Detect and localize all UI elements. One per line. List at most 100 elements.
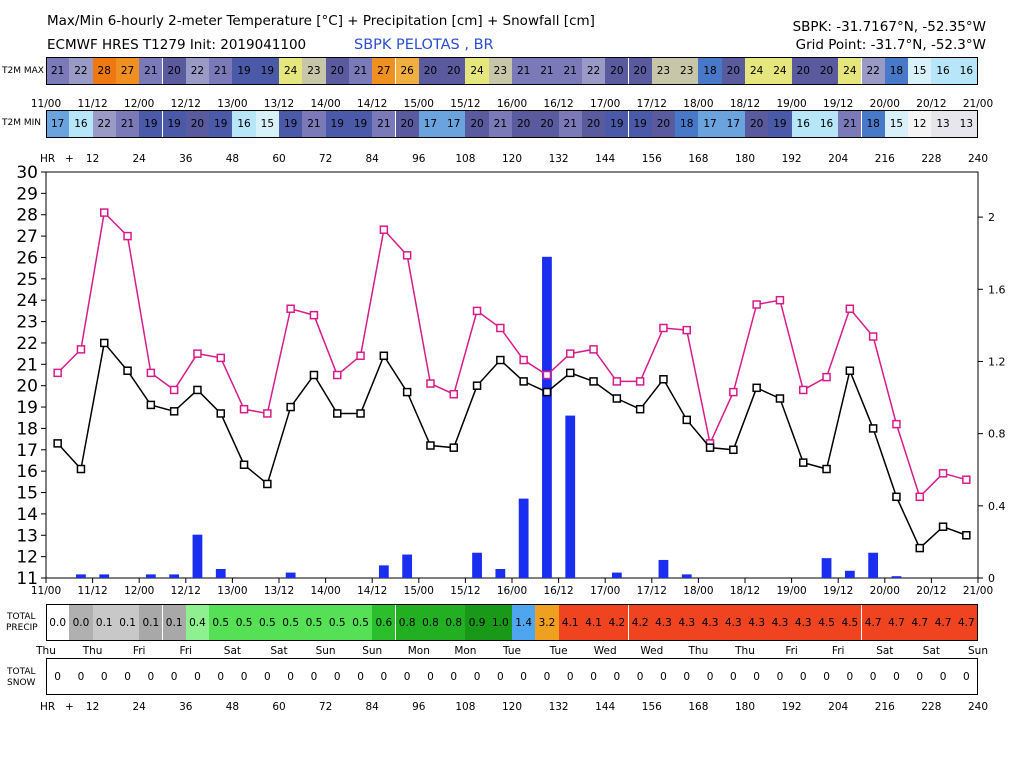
max-temp-point: [216, 353, 225, 363]
time-tick: 16/12: [543, 98, 574, 110]
max-temp-point: [659, 323, 668, 333]
t2m-max-cell: 22: [69, 58, 93, 84]
precip-bar: [378, 565, 389, 578]
precip-bar: [145, 574, 156, 578]
t2m-min-cell: 16: [69, 111, 93, 137]
t2m-max-cell: 27: [372, 58, 396, 84]
x-tick-label: 13/12: [264, 585, 294, 597]
hr-tick: 204: [828, 153, 849, 165]
x-tick-label: 19/00: [776, 585, 806, 597]
x-tick-label: 11/12: [77, 585, 107, 597]
hr-tick: 168: [688, 153, 709, 165]
total-snow-cell: 0: [869, 670, 877, 683]
min-temp-point: [472, 381, 482, 390]
min-temp-point: [612, 394, 622, 403]
x-tick-label: 20/12: [916, 585, 946, 597]
t2m-max-cell: 24: [465, 58, 489, 84]
x-tick-label: 14/12: [357, 585, 387, 597]
min-temp-point: [169, 407, 179, 416]
y-left-tick-label: 27: [16, 227, 38, 247]
time-tick: 15/00: [403, 98, 434, 110]
total-precip-cell: 4.3: [745, 605, 769, 640]
day-tick: Mon: [407, 645, 430, 657]
t2m-max-cell: 20: [418, 58, 443, 84]
t2m-max-cell: 16: [954, 58, 977, 84]
min-temp-point: [799, 458, 808, 467]
total-snow-cell: 0: [496, 670, 504, 683]
precip-bar: [611, 572, 622, 578]
hr-tick: 48: [225, 701, 240, 713]
t2m-max-cell: 15: [908, 58, 932, 84]
max-temp-point: [356, 351, 365, 361]
total-snow-cell: 0: [520, 670, 527, 683]
day-tick: Sat: [876, 645, 894, 657]
total-snow-cell: 0: [660, 670, 667, 683]
min-temp-point: [216, 409, 225, 418]
total-precip-cell: 0.5: [209, 605, 233, 640]
hr-tick: 180: [734, 153, 756, 165]
t2m-min-cell: 20: [465, 111, 489, 137]
time-tick: 17/00: [590, 98, 621, 110]
hr-tick: 24: [132, 701, 146, 713]
total-precip-cell: 0.4: [185, 605, 210, 640]
total-precip-cell: 0.8: [395, 605, 419, 640]
day-tick: Thu: [36, 645, 56, 657]
total-precip-cell: 0.5: [255, 605, 279, 640]
t2m-min-cell: 19: [209, 111, 233, 137]
hr-tick: 228: [921, 701, 942, 713]
t2m-max-cell: 21: [512, 58, 536, 84]
hr-tick: 144: [595, 153, 616, 165]
y-left-tick-label: 11: [16, 569, 38, 589]
t2m-max-cell: 20: [325, 58, 349, 84]
min-temp-point: [938, 522, 948, 531]
min-temp-point: [659, 375, 668, 384]
day-tick: Fri: [132, 645, 146, 657]
plus-label-top: +: [65, 153, 74, 165]
day-tick: Fri: [179, 645, 193, 657]
total-snow-cell: 0: [217, 670, 225, 683]
t2m-min-cell: 13: [954, 111, 977, 137]
max-temp-point: [263, 409, 272, 418]
max-temp-point: [449, 389, 458, 399]
t2m-min-cell: 18: [675, 111, 699, 137]
hr-tick: 132: [548, 153, 569, 165]
t2m-min-cell: 18: [861, 111, 885, 137]
total-snow-cell: 0: [194, 670, 201, 683]
hr-tick: 96: [412, 153, 426, 165]
total-precip-cell: 0.0: [47, 605, 70, 640]
total-precip-cell: 0.0: [69, 605, 93, 640]
total-snow-cell: 0: [427, 670, 434, 683]
t2m-max-label: T2M MAX: [2, 66, 44, 76]
x-tick-label: 13/00: [217, 585, 247, 597]
total-snow-cell: 0: [333, 670, 341, 683]
station-coords: SBPK: -31.7167°N, -52.35°W: [792, 19, 986, 35]
min-temp-point: [263, 479, 272, 489]
y-left-tick-label: 23: [16, 313, 38, 333]
day-tick: Sat: [223, 645, 241, 657]
max-temp-point: [915, 492, 924, 502]
min-temp-point: [356, 409, 365, 418]
max-temp-point: [100, 208, 109, 217]
total-precip-cell: 4.7: [861, 605, 885, 640]
t2m-min-cell: 22: [92, 111, 116, 137]
total-precip-cell: 0.5: [232, 605, 256, 640]
x-tick-label: 19/12: [823, 585, 853, 597]
t2m-max-cell: 20: [162, 58, 186, 84]
total-snow-cell: 0: [753, 670, 760, 683]
y-left-tick-label: 16: [16, 462, 38, 482]
total-snow-cell: 0: [706, 670, 714, 683]
time-tick: 12/00: [124, 98, 155, 110]
precip-bar: [518, 498, 529, 578]
precip-bar: [891, 576, 902, 578]
total-precip-cell: 4.5: [814, 605, 839, 640]
hr-tick: 192: [781, 153, 802, 165]
station-name: SBPK PELOTAS , BR: [354, 37, 494, 53]
max-temp-point: [519, 355, 528, 365]
total-snow-band: 0 0 0 0 0 0 0 0 0 0 0 0 0 0 0 0 0 0 0 0 0 0 0 0 0 0 0 0 0 0 0 0 0 0 0 0 0 0 0 0: [46, 658, 978, 695]
total-precip-cell: 4.7: [884, 605, 909, 640]
min-temp-point: [286, 402, 295, 412]
y-left-tick-label: 26: [16, 248, 38, 268]
max-temp-point: [612, 377, 622, 386]
max-temp-point: [379, 225, 389, 234]
time-tick: 14/00: [310, 98, 341, 110]
